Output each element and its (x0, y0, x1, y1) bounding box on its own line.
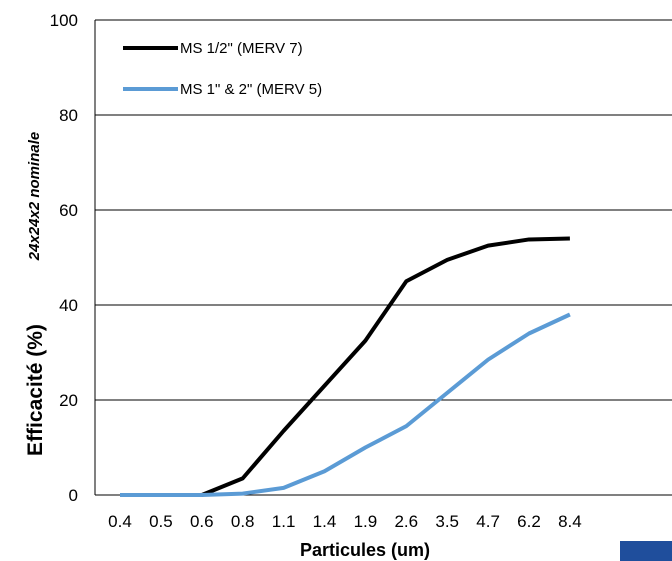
x-tick-label: 0.8 (231, 512, 255, 531)
x-tick-label: 3.5 (435, 512, 459, 531)
legend-label-2: MS 1" & 2" (MERV 5) (180, 81, 322, 98)
x-tick-label: 0.4 (108, 512, 132, 531)
y-tick-label: 20 (59, 391, 78, 410)
x-tick-label: 1.1 (272, 512, 296, 531)
x-tick-label: 1.9 (354, 512, 378, 531)
corner-decoration (620, 541, 672, 561)
y-tick-labels: 0 20 40 60 80 100 (50, 11, 78, 505)
x-tick-label: 0.6 (190, 512, 214, 531)
y-tick-label: 100 (50, 11, 78, 30)
series-lines (120, 236, 571, 497)
series-line-2 (120, 312, 571, 497)
legend: MS 1/2" (MERV 7) MS 1" & 2" (MERV 5) (123, 40, 322, 98)
series-line-1 (120, 236, 570, 497)
x-tick-label: 4.7 (476, 512, 500, 531)
y-tick-label: 60 (59, 201, 78, 220)
y-tick-label: 0 (69, 486, 78, 505)
x-tick-labels: 0.4 0.5 0.6 0.8 1.1 1.4 1.9 2.6 3.5 4.7 6.2 8.4 (108, 512, 582, 531)
x-tick-label: 2.6 (394, 512, 418, 531)
x-tick-label: 6.2 (517, 512, 541, 531)
gridlines (95, 19, 672, 496)
y-tick-label: 80 (59, 106, 78, 125)
y-tick-label: 40 (59, 296, 78, 315)
x-tick-label: 8.4 (558, 512, 582, 531)
legend-label-1: MS 1/2" (MERV 7) (180, 40, 303, 57)
x-tick-label: 0.5 (149, 512, 173, 531)
y-axis-title: Efficacité (%) (24, 324, 47, 456)
x-tick-label: 1.4 (313, 512, 337, 531)
chart-subtitle: 24x24x2 nominale (26, 132, 43, 261)
x-axis-title: Particules (um) (300, 540, 430, 560)
